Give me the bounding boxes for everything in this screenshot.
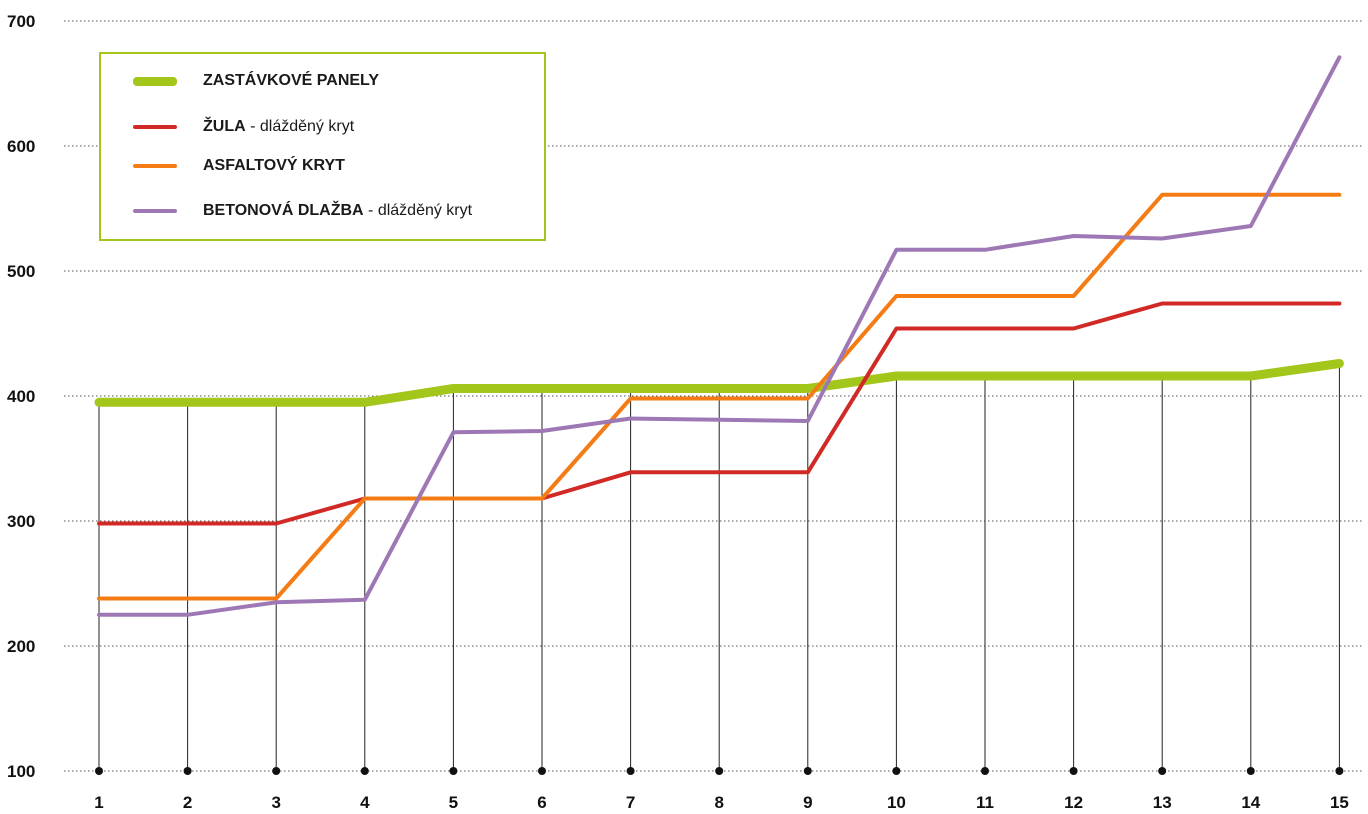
y-tick-label: 600: [7, 137, 35, 156]
x-tick-label: 12: [1064, 793, 1083, 812]
legend-label-zastavkove-panely: ZASTÁVKOVÉ PANELY: [203, 72, 380, 89]
legend-item-asfaltovy-kryt: ASFALTOVÝ KRYT: [133, 155, 345, 177]
legend-label-zula: ŽULA: [203, 118, 246, 135]
baseline-dot-8: [715, 767, 724, 775]
baseline-dot-3: [272, 767, 281, 775]
legend-item-betonova-dlazba: BETONOVÁ DLAŽBA - dlážděný kryt: [133, 200, 472, 222]
grid-lines: [64, 20, 1362, 772]
x-tick-label: 3: [271, 793, 280, 812]
y-tick-label: 400: [7, 387, 35, 406]
legend-swatch-zula: [133, 125, 177, 129]
baseline-dot-5: [449, 767, 458, 775]
x-tick-label: 9: [803, 793, 812, 812]
legend-swatch-asfaltovy-kryt: [133, 164, 177, 168]
series-line-4: [97, 55, 1342, 617]
x-tick-label: 11: [976, 793, 994, 812]
legend-item-zula: ŽULA - dlážděný kryt: [133, 116, 354, 138]
legend-label-asfaltovy-kryt: ASFALTOVÝ KRYT: [203, 157, 345, 174]
x-tick-label: 2: [183, 793, 192, 812]
y-tick-label: 100: [7, 762, 35, 781]
x-tick-label: 4: [360, 793, 370, 812]
legend-swatch-betonova-dlazba: [133, 209, 177, 213]
x-tick-label: 6: [537, 793, 546, 812]
x-tick-label: 13: [1153, 793, 1172, 812]
x-tick-label: 10: [887, 793, 906, 812]
baseline-dot-6: [538, 767, 546, 775]
x-tick-label: 15: [1330, 793, 1349, 812]
baseline-dot-13: [1158, 767, 1167, 775]
baseline-dot-1: [95, 767, 103, 775]
y-tick-label: 500: [7, 262, 35, 281]
x-tick-label: 14: [1241, 793, 1260, 812]
y-tick-label: 700: [7, 12, 35, 31]
legend-item-zastavkove-panely: ZASTÁVKOVÉ PANELY: [133, 70, 379, 92]
baseline-dot-14: [1246, 767, 1255, 775]
x-tick-label: 1: [94, 793, 103, 812]
series-line-2: [97, 301, 1342, 526]
x-tick-label: 7: [626, 793, 635, 812]
baseline-dot-9: [803, 767, 812, 775]
y-axis-ticks: 100 200 300 400 500 600 700: [7, 12, 35, 781]
legend-suffix-betonova-dlazba: - dlážděný kryt: [363, 202, 473, 219]
baseline-dot-15: [1335, 767, 1344, 775]
baseline-dot-12: [1069, 767, 1078, 775]
series-line-3: [97, 192, 1342, 601]
baseline-dot-7: [626, 767, 635, 775]
series-lines: [94, 55, 1344, 617]
y-tick-label: 200: [7, 637, 35, 656]
legend: ZASTÁVKOVÉ PANELY ŽULA - dlážděný kryt A…: [99, 52, 546, 241]
category-lines: [98, 363, 1340, 771]
baseline-dot-4: [360, 767, 369, 775]
legend-swatch-zastavkove-panely: [133, 76, 177, 86]
baseline-dots: [95, 767, 1344, 775]
legend-label-betonova-dlazba: BETONOVÁ DLAŽBA: [203, 202, 364, 219]
y-tick-label: 300: [7, 512, 35, 531]
series-line-1: [94, 359, 1344, 407]
x-tick-label: 8: [714, 793, 723, 812]
x-tick-label: 5: [449, 793, 458, 812]
baseline-dot-11: [981, 767, 989, 775]
baseline-dot-2: [183, 767, 192, 775]
legend-suffix-zula: - dlážděný kryt: [245, 118, 355, 135]
x-axis-ticks: 1 2 3 4 5 6 7 8 9 10 11 12 13 14 15: [94, 793, 1349, 812]
baseline-dot-10: [892, 767, 901, 775]
